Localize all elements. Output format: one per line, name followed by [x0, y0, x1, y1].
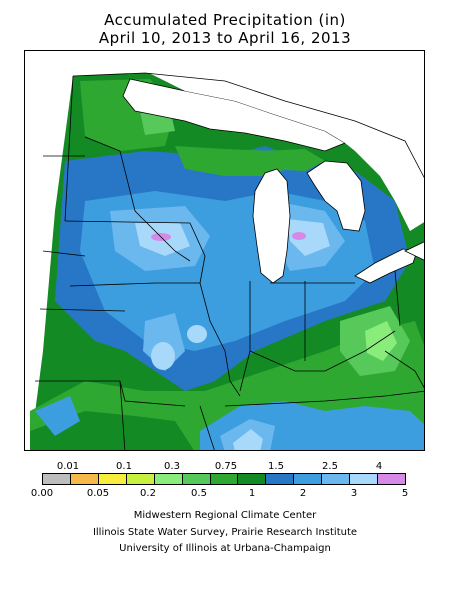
map-svg	[30, 71, 424, 450]
date-range-subtitle: April 10, 2013 to April 16, 2013	[98, 29, 352, 47]
legend-bottom-label: 3	[350, 488, 358, 499]
border-ok-ar	[119, 380, 126, 450]
border-sd-ne	[42, 250, 86, 257]
border-ia-mo	[69, 282, 200, 287]
legend-swatch	[378, 474, 405, 484]
border-ky-tn	[224, 390, 424, 407]
legend-top-label: 0.1	[116, 461, 132, 472]
legend-bottom-label: 0.05	[86, 488, 110, 499]
legend-top-label: 0.01	[56, 461, 80, 472]
legend-bottom-label: 0.00	[30, 488, 54, 499]
legend-swatch	[98, 474, 127, 484]
legend-swatch	[126, 474, 155, 484]
border-mn-wi	[84, 136, 191, 262]
region-pale-green-ohio	[365, 321, 397, 361]
legend-bottom-label: 0.2	[140, 488, 156, 499]
legend-swatch	[182, 474, 211, 484]
region-pale-blue-central	[151, 342, 175, 370]
legend-bottom-label: 2	[299, 488, 307, 499]
legend-swatch	[350, 474, 379, 484]
border-canada	[72, 72, 424, 179]
border-ia-wi-il	[189, 222, 206, 284]
legend-color-bar	[42, 473, 406, 485]
region-green-michigan-thumb	[260, 149, 325, 171]
legend-top-label: 1.5	[268, 461, 284, 472]
lake-huron	[306, 160, 366, 232]
legend-swatch	[322, 474, 351, 484]
border-ar-tn	[199, 405, 215, 450]
border-oh-ky	[249, 330, 396, 372]
precipitation-map	[24, 50, 425, 451]
canada-white	[145, 71, 424, 231]
lake-erie	[354, 248, 418, 284]
legend-swatch	[210, 474, 239, 484]
legend-top-label: 2.5	[322, 461, 338, 472]
map-title: Accumulated Precipitation (in)	[104, 11, 346, 29]
border-wv-va	[384, 350, 424, 389]
lake-michigan	[252, 168, 291, 284]
legend-swatch	[154, 474, 183, 484]
region-pale-blue-iowa	[187, 325, 207, 343]
purple-max-east	[292, 232, 306, 240]
credit-line: University of Illinois at Urbana-Champai…	[119, 543, 331, 554]
legend-top-label: 0.3	[164, 461, 180, 472]
legend-swatch	[294, 474, 323, 484]
credit-line: Illinois State Water Survey, Prairie Res…	[92, 527, 358, 538]
legend-bottom-label: 5	[401, 488, 409, 499]
border-ne-ks	[39, 308, 126, 312]
credit-line: Midwestern Regional Climate Center	[133, 510, 317, 521]
border-il-mo	[199, 282, 241, 397]
region-pale-blue-kentucky	[233, 429, 263, 450]
region-pale-blue-east	[287, 219, 330, 256]
region-blue-southwest	[35, 396, 80, 436]
border-dakotas-mn	[64, 75, 74, 222]
border-mn-ia	[64, 220, 191, 224]
lake-ontario	[404, 241, 424, 261]
border-oh-pa	[394, 270, 401, 327]
legend-swatch	[266, 474, 295, 484]
legend-bottom-label: 1	[248, 488, 256, 499]
legend-swatch	[43, 474, 71, 484]
legend-top-label: 4	[375, 461, 383, 472]
legend-swatch	[238, 474, 267, 484]
legend-bottom-label: 0.5	[191, 488, 207, 499]
legend-swatch	[70, 474, 99, 484]
legend-top-label: 0.75	[214, 461, 238, 472]
border-mo-ar	[119, 380, 186, 407]
